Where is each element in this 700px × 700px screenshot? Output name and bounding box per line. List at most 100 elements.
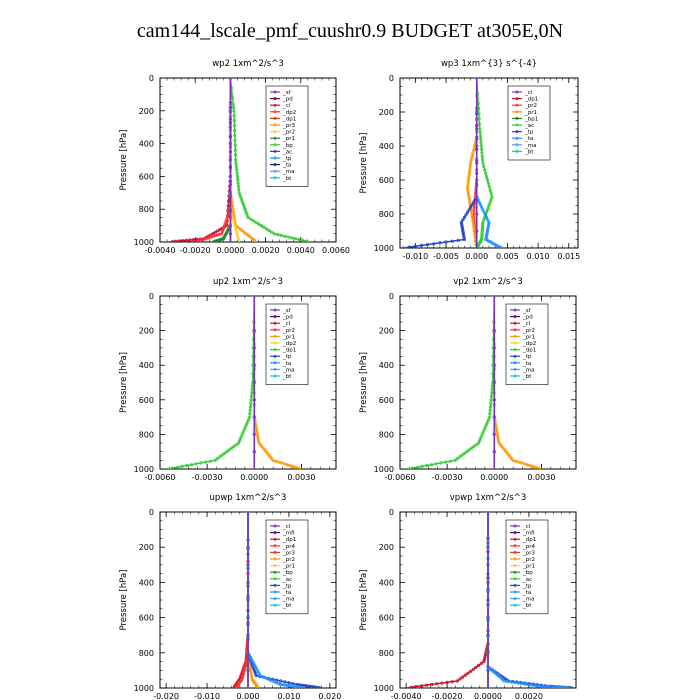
legend-label: _tp [522, 583, 532, 589]
series-marker-tp [438, 241, 442, 245]
y-axis-label: Pressure [hPa] [119, 570, 129, 631]
y-tick-label: 0 [389, 508, 394, 517]
y-tick-label: 0 [149, 74, 154, 83]
series-marker-dp1 [444, 460, 448, 464]
series-marker-dp1 [222, 451, 226, 456]
series-marker-ac [478, 134, 483, 138]
legend-label: _pr4 [522, 544, 536, 550]
series-marker-ac [480, 226, 485, 230]
series-marker-bp [233, 138, 237, 142]
series-marker-dp2 [198, 238, 203, 242]
legend-label: _pr2 [524, 103, 537, 109]
legend-label: _bp [522, 570, 533, 576]
series-marker-bp [237, 187, 241, 192]
legend-marker [513, 583, 517, 587]
y-tick-label: 800 [139, 205, 154, 214]
legend-label: _pr2 [282, 328, 295, 334]
y-tick-label: 800 [379, 649, 394, 658]
x-tick-label: 0.0030 [287, 473, 315, 482]
series-marker-dp1 [429, 463, 434, 467]
legend-label: _ma [522, 597, 534, 603]
legend-marker [513, 308, 517, 312]
panel-title: wp2 1xm^2/s^3 [212, 59, 284, 69]
series-marker-pr3 [248, 235, 253, 239]
series-marker-ta [256, 669, 260, 673]
y-tick-label: 400 [379, 361, 394, 370]
legend-label: _ta [282, 361, 291, 367]
series-marker-bp [254, 220, 258, 224]
x-tick-label: 0.0030 [527, 473, 555, 482]
y-tick-label: 1000 [134, 465, 154, 474]
legend-label: _pr2 [282, 557, 295, 563]
x-tick-label: -0.020 [153, 692, 179, 700]
series-marker-tp [317, 686, 321, 688]
series-marker-pr1 [537, 466, 541, 469]
legend-label: _sf [522, 308, 532, 314]
series-marker-pr1 [511, 458, 515, 463]
series-marker-pr1 [472, 226, 476, 230]
y-tick-label: 600 [379, 396, 394, 405]
series-marker-dp1 [471, 667, 475, 671]
series-marker-ac [479, 137, 483, 141]
series-marker-dp1 [455, 679, 459, 683]
legend-marker [273, 348, 277, 352]
legend-label: _cl [282, 103, 291, 109]
x-tick-label: 0.010 [277, 692, 300, 700]
legend-label: _tp [282, 583, 292, 589]
legend-label: _pr4 [282, 544, 296, 550]
series-marker-dp1 [440, 681, 444, 685]
series-marker-ac [484, 171, 488, 175]
series-line-bp [229, 78, 310, 242]
series-marker-dp2 [204, 237, 208, 241]
x-tick-label: 0.0020 [515, 692, 543, 700]
y-tick-label: 1000 [374, 684, 394, 693]
series-marker-dp1 [485, 420, 490, 424]
series-marker-bp [236, 178, 240, 182]
series-marker-pr4 [240, 675, 244, 680]
series-line-ta [476, 78, 502, 248]
legend-label: _tp [522, 354, 532, 360]
x-tick-label: -0.0030 [432, 473, 463, 482]
series-marker-bp [267, 228, 271, 233]
series-marker-dp1 [461, 675, 465, 679]
panel-4: vp2 1xm^2/s^3 Pressure [hPa] 0 200 400 600 800… [359, 277, 577, 482]
series-marker-ta [485, 232, 489, 236]
y-tick-label: 400 [379, 578, 394, 587]
series-marker-ac [489, 192, 493, 196]
x-tick-label: -0.010 [402, 252, 428, 261]
panel-title: vpwp 1xm^2/s^3 [450, 493, 527, 503]
series-marker-pr1 [297, 466, 301, 469]
series-marker-dp1 [246, 418, 251, 422]
series-marker-ta [481, 208, 485, 212]
series-marker-tp [472, 200, 476, 204]
series-marker-ac [481, 161, 485, 165]
panel-5: upwp 1xm^2/s^3 Pressure [hPa] 0 200 400 600 80… [119, 493, 341, 700]
series-marker-ta [484, 215, 489, 219]
series-marker-dp1 [477, 663, 481, 668]
series-marker-cl [225, 224, 229, 228]
x-tick-label: -0.0020 [180, 246, 211, 255]
series-marker-dp1 [482, 658, 486, 662]
legend-label: _bt [522, 603, 532, 609]
legend-label: _tp [524, 130, 534, 136]
legend-marker [273, 116, 277, 120]
series-marker-ta [484, 236, 488, 240]
series-marker-dp1 [472, 444, 476, 449]
series-marker-ac [482, 164, 486, 168]
series-marker-ta [527, 683, 531, 687]
series-marker-tp [432, 242, 436, 246]
series-marker-dp1 [420, 464, 424, 469]
series-marker-dp1 [415, 465, 419, 469]
series-marker-ta [562, 686, 566, 688]
series-marker-dp1 [225, 450, 229, 454]
legend-marker [513, 564, 517, 568]
legend-label: _pr2 [522, 557, 535, 563]
legend-label: _pd [522, 315, 533, 321]
legend-marker [515, 136, 519, 140]
series-marker-bp [235, 171, 239, 175]
series-marker-ta [485, 229, 490, 233]
series-marker-dp1 [488, 405, 493, 409]
legend-label: _pr3 [282, 550, 296, 556]
series-marker-dp2 [212, 234, 216, 238]
legend-marker [515, 110, 519, 114]
